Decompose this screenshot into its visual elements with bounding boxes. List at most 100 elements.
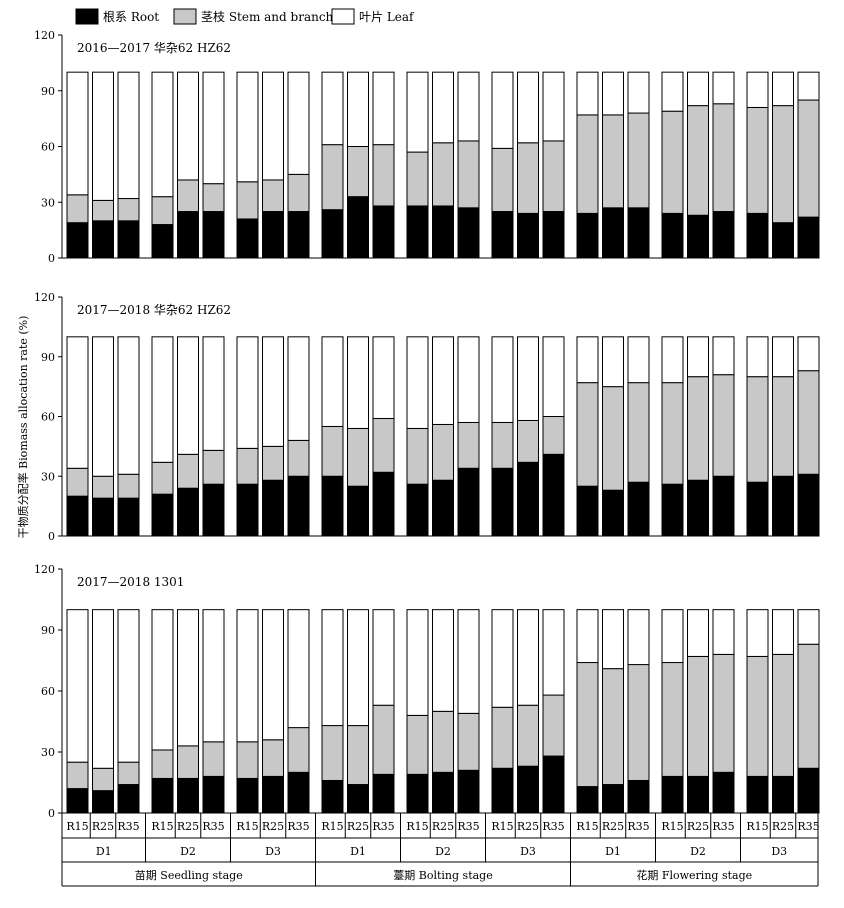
x-tick-label: R25 xyxy=(432,820,454,833)
bar-segment-stem xyxy=(202,741,225,777)
bar-segment-leaf xyxy=(602,336,624,388)
bar-segment-root xyxy=(347,485,369,537)
bar-segment-leaf xyxy=(712,336,735,376)
bar-segment-stem xyxy=(66,194,89,224)
bar-segment-leaf xyxy=(66,71,89,196)
x-tick-label: R35 xyxy=(797,820,819,833)
bar-segment-stem xyxy=(712,653,735,773)
bar-segment-stem xyxy=(687,105,709,216)
bar-segment-root xyxy=(576,485,599,537)
bar-segment-stem xyxy=(602,668,624,786)
group-label: D3 xyxy=(520,845,536,858)
bar-segment-leaf xyxy=(772,71,794,107)
y-tick-label: 60 xyxy=(41,411,55,424)
bar-segment-stem xyxy=(177,745,199,779)
x-tick-label: R35 xyxy=(372,820,394,833)
bar-segment-leaf xyxy=(576,336,599,384)
bar-segment-stem xyxy=(661,382,684,485)
bar-segment-leaf xyxy=(321,71,344,146)
chart-panel-1: 0 30 60 90 120 2016—2017 华杂62 HZ62 xyxy=(34,29,820,265)
bar-segment-leaf xyxy=(491,609,514,708)
bar-segment-stem xyxy=(177,179,199,213)
bar-segment-root xyxy=(372,773,395,814)
bar-segment-leaf xyxy=(92,71,114,201)
bar-segment-root xyxy=(92,497,114,537)
x-tick-label: R15 xyxy=(66,820,88,833)
bar-segment-stem xyxy=(797,99,820,218)
bar-segment-root xyxy=(236,483,259,537)
bar-segment-stem xyxy=(177,453,199,489)
bar-segment-leaf xyxy=(432,336,454,425)
bar-segment-stem xyxy=(491,147,514,213)
bar-segment-leaf xyxy=(262,71,284,181)
bar-segment-leaf xyxy=(117,609,140,763)
bar-segment-root xyxy=(287,771,310,814)
bar-segment-stem xyxy=(576,114,599,214)
y-tick-label: 60 xyxy=(41,141,55,154)
bar-segment-leaf xyxy=(347,71,369,147)
legend-leaf-label: 叶片 Leaf xyxy=(359,10,415,24)
bar-segment-leaf xyxy=(372,609,395,706)
bar-segment-root xyxy=(712,211,735,259)
x-tick-label: R25 xyxy=(517,820,539,833)
bar-segment-leaf xyxy=(117,336,140,475)
bar-segment-root xyxy=(542,755,565,814)
stage-label: 花期 Flowering stage xyxy=(636,869,752,882)
bar-segment-stem xyxy=(406,151,429,207)
bar-segment-root xyxy=(117,220,140,259)
group-label: D1 xyxy=(350,845,366,858)
bar-segment-leaf xyxy=(627,71,650,114)
bar-segment-root xyxy=(432,479,454,537)
bar-segment-leaf xyxy=(627,336,650,384)
bar-segment-root xyxy=(517,212,539,259)
x-tick-label: R15 xyxy=(491,820,513,833)
bar-segment-root xyxy=(177,777,199,814)
bar-segment-root xyxy=(406,205,429,259)
bar-segment-root xyxy=(151,493,174,537)
x-tick-label: R25 xyxy=(772,820,794,833)
x-tick-label: R25 xyxy=(602,820,624,833)
bar-segment-stem xyxy=(66,761,89,790)
bar-segment-root xyxy=(117,784,140,814)
y-tick-label: 0 xyxy=(48,252,55,265)
bar-segment-leaf xyxy=(347,336,369,429)
bar-segment-leaf xyxy=(287,609,310,729)
bar-segment-stem xyxy=(347,146,369,198)
bar-segment-root xyxy=(287,475,310,537)
bar-segment-leaf xyxy=(236,336,259,449)
bar-segment-root xyxy=(542,453,565,537)
bar-segment-root xyxy=(746,212,769,259)
bar-segment-stem xyxy=(321,144,344,211)
bar-segment-stem xyxy=(372,144,395,207)
bar-segment-stem xyxy=(491,706,514,769)
bar-segment-stem xyxy=(202,449,225,485)
bar-segment-leaf xyxy=(92,609,114,769)
stage-label: 苗期 Seedling stage xyxy=(135,869,243,882)
y-tick-label: 120 xyxy=(34,29,55,42)
x-tick-label: R35 xyxy=(117,820,139,833)
x-tick-label: R35 xyxy=(202,820,224,833)
bar-segment-leaf xyxy=(746,71,769,108)
bar-segment-stem xyxy=(517,419,539,463)
x-tick-label: R35 xyxy=(627,820,649,833)
bar-segment-stem xyxy=(712,103,735,213)
bar-segment-leaf xyxy=(797,71,820,101)
bar-segment-stem xyxy=(687,655,709,777)
bar-segment-root xyxy=(457,467,480,537)
bar-segment-leaf xyxy=(517,336,539,421)
bar-segment-stem xyxy=(347,725,369,786)
group-label: D2 xyxy=(690,845,706,858)
bar-segment-stem xyxy=(347,427,369,487)
bar-segment-leaf xyxy=(321,336,344,427)
bar-segment-leaf xyxy=(661,336,684,384)
bar-segment-stem xyxy=(517,704,539,767)
bar-segment-root xyxy=(746,775,769,814)
bar-segment-root xyxy=(262,775,284,814)
bar-segment-leaf xyxy=(92,336,114,477)
bar-segment-root xyxy=(712,475,735,537)
bar-segment-leaf xyxy=(491,71,514,149)
x-tick-label: R15 xyxy=(151,820,173,833)
bar-segment-leaf xyxy=(712,609,735,655)
bar-segment-leaf xyxy=(406,336,429,429)
bar-segment-root xyxy=(602,489,624,537)
